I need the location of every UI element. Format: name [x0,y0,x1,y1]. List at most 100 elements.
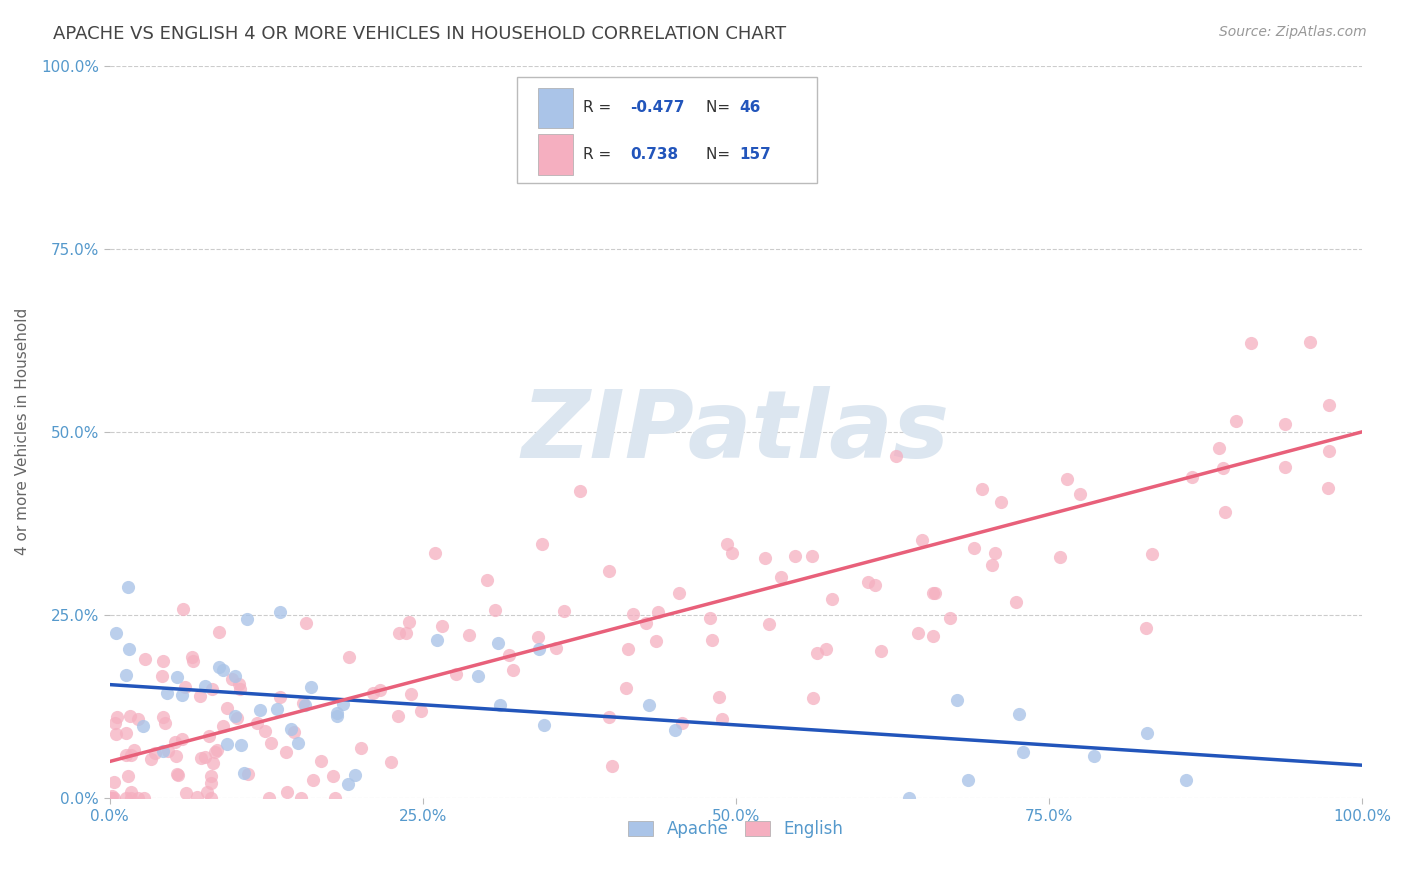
Point [489,698,512,712]
Point [228,676,250,690]
Point [253,723,276,738]
Point [186,790,208,805]
Point [980,558,1002,572]
Point [246,716,269,731]
Point [103,791,125,805]
Point [1049,549,1071,564]
Point [117,769,139,783]
Point [617,642,640,657]
Point [115,791,138,805]
Text: R =: R = [583,147,616,162]
Point [194,679,217,693]
Point [229,681,252,696]
Point [368,682,391,697]
Point [1225,414,1247,428]
Point [173,680,195,694]
Point [208,659,231,673]
Point [380,755,402,769]
Text: 157: 157 [740,147,772,162]
Point [806,646,828,660]
Text: ZIPatlas: ZIPatlas [522,386,950,478]
Point [197,784,219,798]
Point [533,718,555,732]
Point [120,747,142,762]
Point [132,719,155,733]
Point [217,701,239,715]
Point [190,750,212,764]
Point [120,785,142,799]
Point [200,775,222,789]
Point [1181,470,1204,484]
Point [290,791,312,805]
Point [1140,547,1163,561]
Point [188,690,211,704]
FancyBboxPatch shape [538,135,572,175]
Point [956,773,979,788]
Point [946,693,969,707]
Point [911,533,934,548]
Point [856,575,879,590]
Point [716,537,738,551]
Point [211,663,233,677]
Point [467,669,489,683]
Point [114,747,136,762]
Point [1135,621,1157,635]
Point [1083,749,1105,764]
Point [295,616,318,631]
Point [621,607,644,621]
Point [276,785,298,799]
Point [647,606,669,620]
Point [287,736,309,750]
Text: 0.738: 0.738 [630,147,679,162]
Point [166,767,188,781]
Point [156,744,179,758]
Point [527,630,550,644]
Point [939,611,962,625]
Point [598,710,620,724]
Point [444,667,467,681]
Point [166,670,188,684]
FancyBboxPatch shape [516,77,817,183]
Point [430,618,453,632]
Point [181,649,204,664]
Point [963,541,986,555]
Point [322,769,344,783]
FancyBboxPatch shape [538,87,572,128]
Point [291,696,314,710]
Point [907,625,929,640]
Point [337,649,360,664]
Text: -0.477: -0.477 [630,101,685,115]
Point [294,698,316,712]
Point [104,715,127,730]
Point [484,603,506,617]
Point [886,450,908,464]
Point [600,758,623,772]
Point [970,482,993,496]
Point [568,484,591,499]
Point [323,791,346,805]
Point [152,710,174,724]
Point [224,708,246,723]
Point [721,546,744,560]
Point [326,709,349,723]
Point [127,791,149,805]
Point [326,706,349,720]
Point [153,715,176,730]
Point [165,735,187,749]
Point [710,712,733,726]
Point [863,578,886,592]
Point [1212,460,1234,475]
Point [225,711,247,725]
Point [1175,772,1198,787]
Point [671,715,693,730]
Point [152,654,174,668]
Point [361,686,384,700]
Point [1056,472,1078,486]
Point [758,617,780,632]
Point [1208,442,1230,456]
Point [644,634,666,648]
Point [800,549,823,563]
Point [117,580,139,594]
Point [165,749,187,764]
Point [815,642,838,657]
